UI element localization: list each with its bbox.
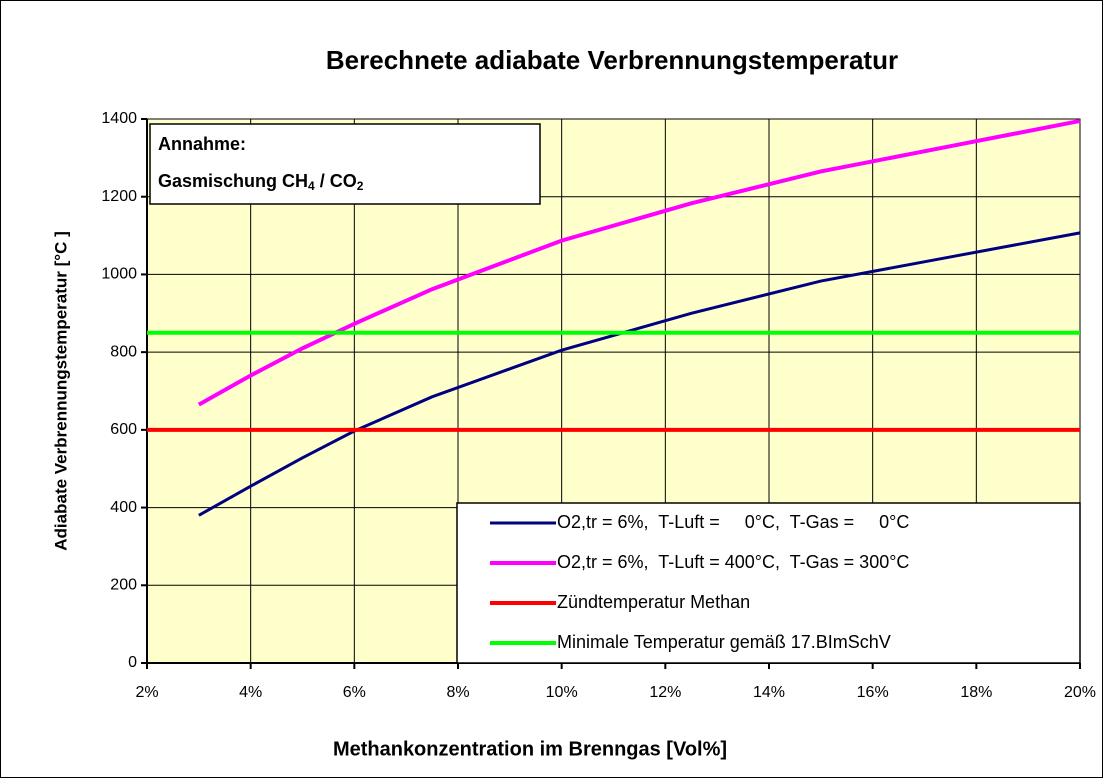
legend-label: Zündtemperatur Methan xyxy=(557,592,750,612)
series-line xyxy=(198,231,1081,517)
chart-title: Berechnete adiabate Verbrennungstemperat… xyxy=(326,45,898,75)
y-tick-label: 1200 xyxy=(101,188,137,205)
y-tick-label: 0 xyxy=(128,654,137,671)
annotation-part: 2 xyxy=(357,179,364,193)
annotation-title: Annahme: xyxy=(158,134,246,154)
annotation-part: / CO xyxy=(315,171,357,191)
x-axis-label: Methankonzentration im Brenngas [Vol%] xyxy=(333,738,727,760)
legend-label: O2,tr = 6%, T-Luft = 0°C, T-Gas = 0°C xyxy=(557,512,909,532)
y-tick-label: 200 xyxy=(110,577,137,594)
series-line xyxy=(197,118,1081,407)
y-tick-label: 1000 xyxy=(101,266,137,283)
legend-label: O2,tr = 6%, T-Luft = 400°C, T-Gas = 300°… xyxy=(557,552,909,572)
x-tick-label: 18% xyxy=(960,684,992,701)
x-tick-label: 20% xyxy=(1064,684,1096,701)
y-tick-label: 1400 xyxy=(101,110,137,127)
x-tick-label: 2% xyxy=(135,684,158,701)
y-tick-label: 600 xyxy=(110,421,137,438)
x-tick-label: 10% xyxy=(546,684,578,701)
x-tick-label: 14% xyxy=(753,684,785,701)
annotation-box xyxy=(149,123,541,205)
x-tick-label: 4% xyxy=(239,684,262,701)
annotation-part: 4 xyxy=(308,179,315,193)
x-tick-label: 16% xyxy=(857,684,889,701)
y-tick-label: 800 xyxy=(110,343,137,360)
annotation-text: Gasmischung CH4 / CO2 xyxy=(158,171,364,193)
x-tick-label: 6% xyxy=(343,684,366,701)
x-tick-label: 12% xyxy=(649,684,681,701)
annotation-part: Gasmischung CH xyxy=(158,171,308,191)
x-tick-label: 8% xyxy=(446,684,469,701)
y-axis-label: Adiabate Verbrennungstemperatur [°C ] xyxy=(51,231,70,550)
legend-label: Minimale Temperatur gemäß 17.BImSchV xyxy=(557,632,891,652)
y-tick-label: 400 xyxy=(110,499,137,516)
legend-box xyxy=(456,502,1081,664)
